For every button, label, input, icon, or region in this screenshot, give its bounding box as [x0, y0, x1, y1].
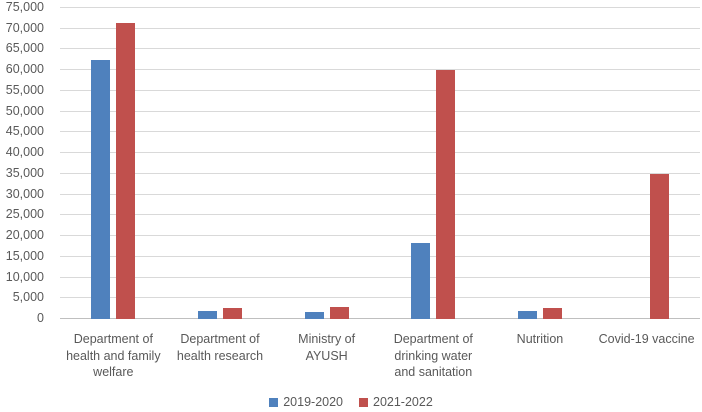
category-label: Department of drinking water and sanitat…: [393, 332, 473, 379]
y-tick-label: 45,000: [5, 124, 44, 138]
plot-area: [60, 7, 700, 319]
gridline: [60, 90, 700, 91]
bar-2019-2020: [517, 311, 537, 319]
gridline: [60, 131, 700, 132]
category-label: Department of health and family welfare: [66, 332, 161, 379]
category-label: Department of health research: [176, 332, 264, 363]
y-tick-label: 60,000: [5, 62, 44, 76]
gridline: [60, 69, 700, 70]
gridline: [60, 173, 700, 174]
legend-entry: 2019-2020: [269, 395, 343, 409]
y-tick-label: 55,000: [5, 83, 44, 97]
legend-swatch-icon: [359, 397, 368, 407]
category-group: [593, 8, 700, 319]
gridline: [60, 277, 700, 278]
legend-label: 2019-2020: [283, 395, 343, 409]
gridline: [60, 256, 700, 257]
category-group: [380, 8, 487, 319]
category-label: Covid-19 vaccine: [598, 332, 695, 346]
legend-entry: 2021-2022: [359, 395, 433, 409]
y-tick-label: 35,000: [5, 166, 44, 180]
legend-swatch-icon: [269, 397, 279, 407]
category-group: [487, 8, 594, 319]
y-tick-label: 10,000: [5, 270, 44, 284]
bar-2021-2022: [329, 307, 349, 319]
gridline: [60, 111, 700, 112]
y-tick-label: 50,000: [5, 104, 44, 118]
y-tick-label: 0: [37, 311, 44, 325]
x-axis-line: [60, 318, 700, 319]
x-axis: Department of health and family welfare D…: [60, 327, 700, 381]
category-label: Ministry of AYUSH: [298, 332, 356, 363]
legend: 2019-2020 2021-2022: [0, 395, 702, 409]
gridline: [60, 48, 700, 49]
category-group: [60, 8, 167, 319]
category-group: [273, 8, 380, 319]
gridline: [60, 194, 700, 195]
bar-2021-2022: [116, 23, 136, 319]
bar-2021-2022: [436, 70, 456, 319]
bar-2019-2020: [304, 312, 324, 319]
y-tick-label: 15,000: [5, 249, 44, 263]
gridline: [60, 214, 700, 215]
gridline: [60, 7, 700, 8]
y-tick-label: 25,000: [5, 207, 44, 221]
bar-2019-2020: [411, 243, 431, 319]
gridline: [60, 297, 700, 298]
category-group: [167, 8, 274, 319]
gridline: [60, 152, 700, 153]
y-tick-label: 30,000: [5, 187, 44, 201]
y-tick-label: 70,000: [5, 21, 44, 35]
bar-2021-2022: [542, 308, 562, 319]
y-tick-label: 75,000: [5, 0, 44, 14]
bar-2021-2022: [649, 174, 669, 319]
gridline: [60, 235, 700, 236]
y-tick-label: 5,000: [12, 290, 44, 304]
y-tick-label: 20,000: [5, 228, 44, 242]
y-tick-label: 40,000: [5, 145, 44, 159]
bar-2021-2022: [222, 308, 242, 319]
y-tick-label: 65,000: [5, 41, 44, 55]
y-axis: 0 5,000 10,000 15,000 20,000 25,000 30,000 35,0…: [0, 0, 52, 325]
legend-label: 2021-2022: [373, 395, 433, 409]
bar-2019-2020: [91, 60, 111, 319]
category-label: Nutrition: [516, 332, 564, 346]
gridline: [60, 28, 700, 29]
bar-2019-2020: [197, 311, 217, 319]
